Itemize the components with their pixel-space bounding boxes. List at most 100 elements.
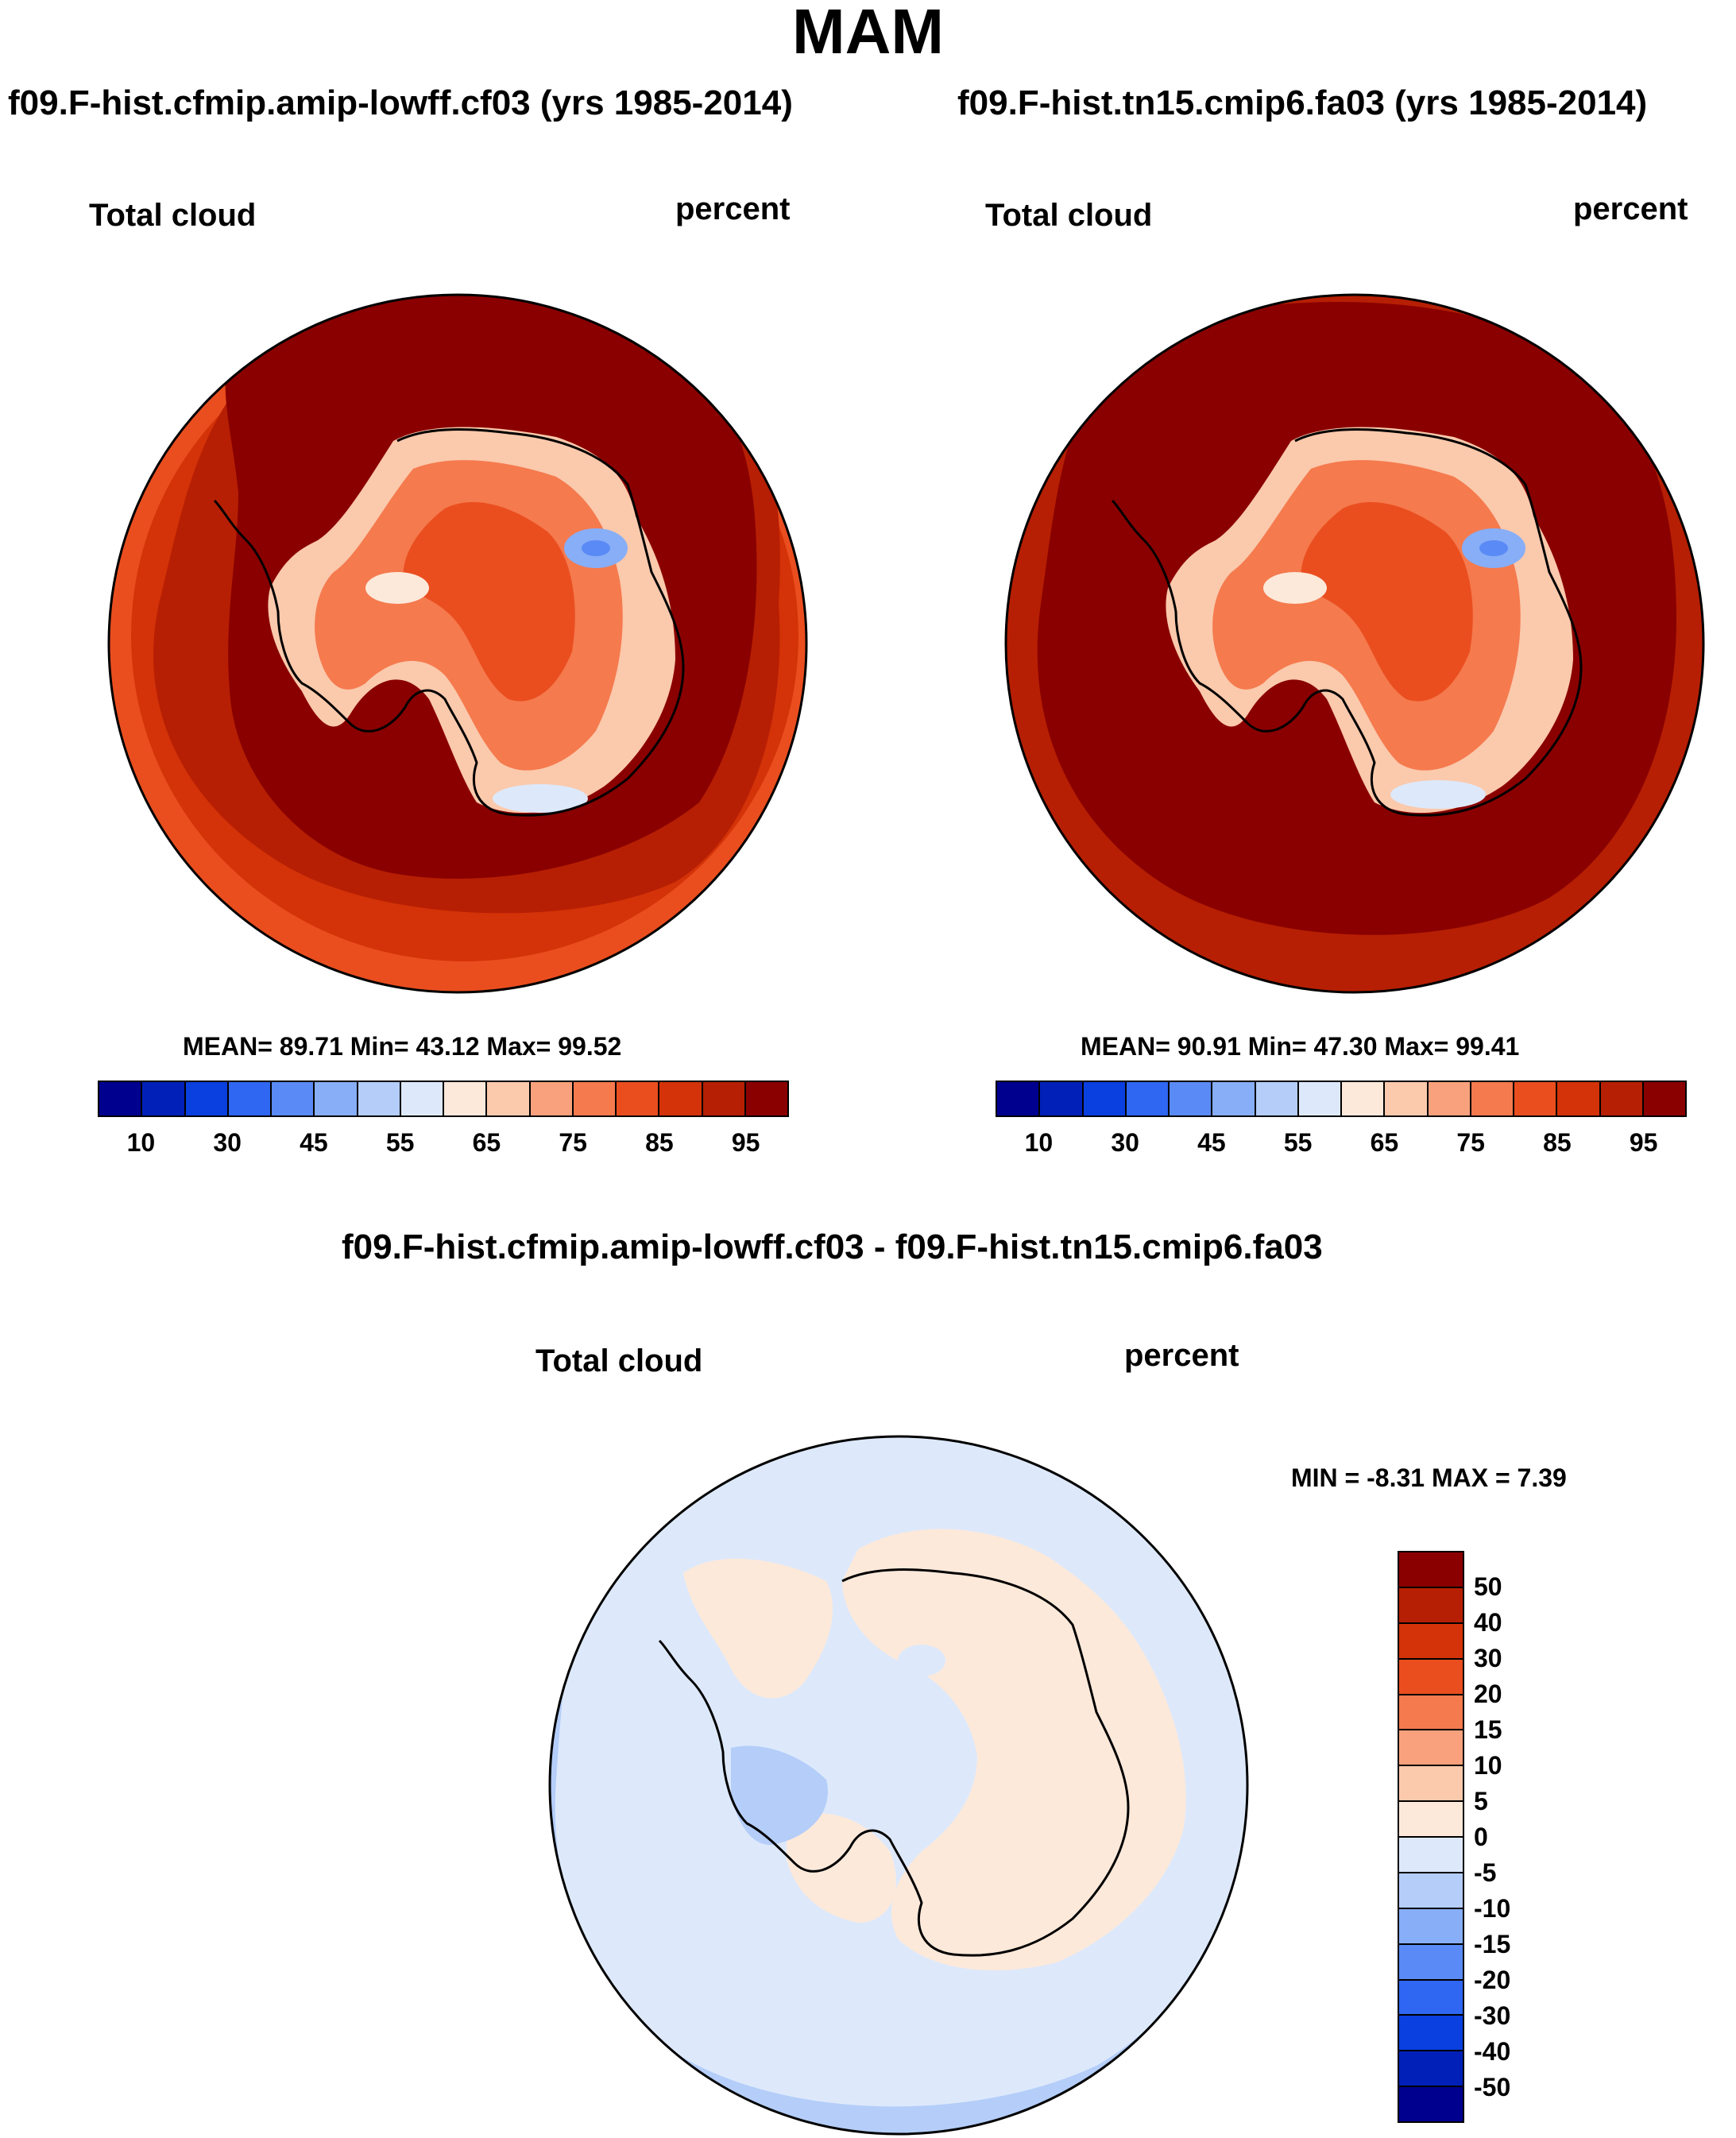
left-continent-inner <box>403 501 575 702</box>
colorbar-swatch <box>1399 1623 1463 1660</box>
colorbar-tick-label: 0 <box>1474 1823 1488 1851</box>
colorbar-swatch <box>1399 2087 1463 2121</box>
figure-title: MAM <box>791 0 945 67</box>
diff-negative-patch <box>731 1746 828 1845</box>
colorbar-swatch <box>1040 1082 1084 1115</box>
colorbar-swatch <box>1557 1082 1601 1115</box>
colorbar-tick-label: -10 <box>1474 1894 1511 1923</box>
left-variable-label: Total cloud <box>89 198 257 233</box>
colorbar-tick-label: 10 <box>1024 1128 1054 1157</box>
colorbar-swatch <box>1212 1082 1256 1115</box>
colorbar-tick-label: 5 <box>1474 1787 1488 1815</box>
diff-positive-east <box>842 1529 1186 1970</box>
left-units-label: percent <box>675 191 791 226</box>
colorbar-swatch <box>1399 1802 1463 1838</box>
colorbar-tick-label: -30 <box>1474 2001 1511 2030</box>
colorbar-swatch <box>99 1082 143 1115</box>
colorbar-swatch <box>444 1082 488 1115</box>
colorbar-tick-label: 10 <box>1474 1751 1502 1780</box>
colorbar-swatch <box>185 1082 229 1115</box>
colorbar-swatch <box>1385 1082 1429 1115</box>
colorbar-swatch <box>1083 1082 1127 1115</box>
colorbar-tick-label: -40 <box>1474 2037 1511 2066</box>
colorbar-tick-label: -20 <box>1474 1966 1511 1994</box>
colorbar-swatch <box>997 1082 1041 1115</box>
colorbar-tick-label: 30 <box>1111 1128 1139 1157</box>
colorbar-swatch <box>1399 1980 1463 2016</box>
colorbar-tick-label: 50 <box>1474 1572 1502 1601</box>
colorbar-swatch <box>1399 2051 1463 2088</box>
colorbar-swatch <box>1600 1082 1644 1115</box>
colorbar-tick-label: -50 <box>1474 2073 1511 2101</box>
colorbar-swatch <box>659 1082 703 1115</box>
colorbar-swatch <box>745 1082 787 1115</box>
colorbar-swatch <box>1399 1695 1463 1731</box>
colorbar-swatch <box>1399 1659 1463 1695</box>
left-case-title: f09.F-hist.cfmip.amip-lowff.cf03 (yrs 19… <box>8 83 793 122</box>
diff-stats: MIN = -8.31 MAX = 7.39 <box>1291 1463 1567 1492</box>
colorbar-tick-label: 45 <box>1197 1128 1226 1157</box>
colorbar-swatch <box>1643 1082 1685 1115</box>
colorbar-swatch <box>1471 1082 1514 1115</box>
colorbar-swatch <box>487 1082 531 1115</box>
colorbar-swatch <box>228 1082 272 1115</box>
colorbar-tick-label: 85 <box>1543 1128 1572 1157</box>
diff-coastline <box>658 1568 1130 1957</box>
diff-colorbar <box>1398 1551 1464 2123</box>
colorbar-swatch <box>142 1082 186 1115</box>
diff-case-title: f09.F-hist.cfmip.amip-lowff.cf03 - f09.F… <box>342 1228 1323 1266</box>
diff-variable-label: Total cloud <box>535 1343 703 1378</box>
colorbar-swatch <box>702 1082 746 1115</box>
colorbar-tick-label: 55 <box>385 1128 415 1157</box>
colorbar-swatch <box>530 1082 574 1115</box>
colorbar-tick-label: 45 <box>300 1128 328 1157</box>
colorbar-swatch <box>1428 1082 1471 1115</box>
diff-positive-west <box>683 1558 833 1699</box>
left-stats: MEAN= 89.71 Min= 43.12 Max= 99.52 <box>183 1032 622 1061</box>
right-coastline <box>1111 428 1583 817</box>
right-colorbar <box>996 1081 1687 1117</box>
colorbar-swatch <box>1170 1082 1213 1115</box>
colorbar-tick-label: -5 <box>1474 1858 1497 1887</box>
colorbar-swatch <box>1399 1587 1463 1624</box>
right-variable-label: Total cloud <box>985 198 1153 233</box>
colorbar-swatch <box>1399 2016 1463 2052</box>
colorbar-swatch <box>1342 1082 1386 1115</box>
colorbar-swatch <box>1399 1873 1463 1909</box>
right-map-boundary <box>1004 293 1705 994</box>
left-map-boundary <box>107 293 808 994</box>
right-stats: MEAN= 90.91 Min= 47.30 Max= 99.41 <box>1081 1032 1520 1061</box>
diff-units-label: percent <box>1124 1338 1239 1373</box>
colorbar-swatch <box>1399 1908 1463 1945</box>
colorbar-swatch <box>1399 1552 1463 1588</box>
colorbar-swatch <box>400 1082 444 1115</box>
colorbar-tick-label: 75 <box>559 1128 587 1157</box>
colorbar-tick-label: 75 <box>1456 1128 1485 1157</box>
colorbar-swatch <box>1399 1838 1463 1873</box>
colorbar-tick-label: 20 <box>1474 1680 1502 1708</box>
left-coastline <box>213 428 685 817</box>
diff-map-boundary <box>548 1435 1249 2136</box>
colorbar-tick-label: 95 <box>731 1128 760 1157</box>
right-case-title: f09.F-hist.tn15.cmip6.fa03 (yrs 1985-201… <box>957 83 1648 122</box>
colorbar-tick-label: 15 <box>1474 1715 1502 1744</box>
colorbar-swatch <box>1255 1082 1299 1115</box>
colorbar-swatch <box>1298 1082 1342 1115</box>
colorbar-swatch <box>358 1082 401 1115</box>
colorbar-tick-label: 65 <box>472 1128 501 1157</box>
colorbar-swatch <box>315 1082 358 1115</box>
colorbar-tick-label: 65 <box>1370 1128 1399 1157</box>
colorbar-tick-label: 85 <box>645 1128 674 1157</box>
colorbar-tick-label: 95 <box>1629 1128 1658 1157</box>
colorbar-swatch <box>1514 1082 1558 1115</box>
colorbar-tick-label: 55 <box>1283 1128 1313 1157</box>
right-units-label: percent <box>1573 191 1688 226</box>
colorbar-swatch <box>617 1082 660 1115</box>
colorbar-tick-label: 10 <box>126 1128 156 1157</box>
colorbar-swatch <box>1399 1766 1463 1803</box>
colorbar-swatch <box>1399 1944 1463 1981</box>
left-colorbar <box>98 1081 789 1117</box>
